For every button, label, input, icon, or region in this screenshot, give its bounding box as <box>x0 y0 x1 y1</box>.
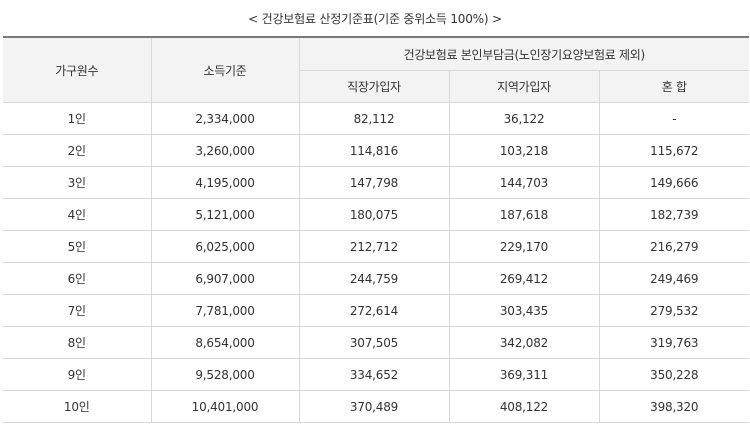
cell-employee: 180,075 <box>298 198 449 231</box>
cell-employee: 147,798 <box>298 166 449 199</box>
cell-income: 6,907,000 <box>150 262 299 295</box>
cell-regional: 144,703 <box>448 166 599 199</box>
table-row: 10인 10,401,000 370,489 408,122 398,320 <box>3 390 750 423</box>
table-row: 3인 4,195,000 147,798 144,703 149,666 <box>3 166 750 199</box>
cell-income: 4,195,000 <box>150 166 299 199</box>
cell-household: 9인 <box>3 358 151 391</box>
cell-regional: 36,122 <box>448 102 599 135</box>
header-regional: 지역가입자 <box>448 70 600 103</box>
table-row: 1인 2,334,000 82,112 36,122- <box>3 102 750 135</box>
table-caption: < 건강보험료 산정기준표(기준 중위소득 100%) > <box>248 12 502 26</box>
cell-income: 9,528,000 <box>150 358 299 391</box>
cell-income: 3,260,000 <box>150 134 299 167</box>
table-body: 1인 2,334,000 82,112 36,122-2인 3,260,000 114,8… <box>3 102 750 423</box>
table-header: 가구원수 소득기준 건강보험료 본인부담금(노인장기요양보험료 제외) 직장가입… <box>3 36 750 103</box>
table-row: 4인 5,121,000 180,075 187,618 182,739 <box>3 198 750 231</box>
cell-household: 4인 <box>3 198 151 231</box>
cell-income: 10,401,000 <box>150 390 299 423</box>
cell-income: 8,654,000 <box>150 326 299 359</box>
header-premium-group: 건강보험료 본인부담금(노인장기요양보험료 제외) <box>298 36 750 71</box>
header-mixed: 혼 합 <box>598 70 750 103</box>
cell-mixed: 398,320 <box>598 390 750 423</box>
premium-table: 가구원수 소득기준 건강보험료 본인부담금(노인장기요양보험료 제외) 직장가입… <box>3 36 750 423</box>
cell-regional: 187,618 <box>448 198 599 231</box>
cell-employee: 212,712 <box>298 230 449 263</box>
cell-regional: 369,311 <box>448 358 599 391</box>
cell-employee: 307,505 <box>298 326 449 359</box>
cell-mixed: - <box>598 102 750 135</box>
cell-regional: 342,082 <box>448 326 599 359</box>
cell-mixed: 216,279 <box>598 230 750 263</box>
cell-mixed: 279,532 <box>598 294 750 327</box>
cell-regional: 303,435 <box>448 294 599 327</box>
table-row: 7인 7,781,000 272,614 303,435 279,532 <box>3 294 750 327</box>
cell-mixed: 149,666 <box>598 166 750 199</box>
header-household: 가구원수 <box>3 36 152 103</box>
cell-household: 6인 <box>3 262 151 295</box>
cell-household: 3인 <box>3 166 151 199</box>
cell-employee: 334,652 <box>298 358 449 391</box>
cell-income: 5,121,000 <box>150 198 299 231</box>
cell-regional: 103,218 <box>448 134 599 167</box>
cell-employee: 370,489 <box>298 390 449 423</box>
header-income: 소득기준 <box>150 36 300 103</box>
cell-regional: 269,412 <box>448 262 599 295</box>
cell-employee: 272,614 <box>298 294 449 327</box>
table-row: 8인 8,654,000 307,505 342,082 319,763 <box>3 326 750 359</box>
cell-mixed: 115,672 <box>598 134 750 167</box>
table-row: 5인 6,025,000 212,712 229,170 216,279 <box>3 230 750 263</box>
cell-mixed: 249,469 <box>598 262 750 295</box>
cell-household: 2인 <box>3 134 151 167</box>
cell-income: 2,334,000 <box>150 102 299 135</box>
table-row: 9인 9,528,000 334,652 369,311 350,228 <box>3 358 750 391</box>
cell-income: 6,025,000 <box>150 230 299 263</box>
header-employee: 직장가입자 <box>298 70 450 103</box>
cell-regional: 229,170 <box>448 230 599 263</box>
cell-employee: 114,816 <box>298 134 449 167</box>
cell-household: 1인 <box>3 102 151 135</box>
table-row: 6인 6,907,000 244,759 269,412 249,469 <box>3 262 750 295</box>
cell-employee: 244,759 <box>298 262 449 295</box>
cell-mixed: 182,739 <box>598 198 750 231</box>
cell-income: 7,781,000 <box>150 294 299 327</box>
cell-household: 10인 <box>3 390 151 423</box>
table-row: 2인 3,260,000 114,816 103,218 115,672 <box>3 134 750 167</box>
cell-mixed: 350,228 <box>598 358 750 391</box>
cell-mixed: 319,763 <box>598 326 750 359</box>
cell-regional: 408,122 <box>448 390 599 423</box>
cell-household: 5인 <box>3 230 151 263</box>
cell-employee: 82,112 <box>298 102 449 135</box>
cell-household: 8인 <box>3 326 151 359</box>
cell-household: 7인 <box>3 294 151 327</box>
